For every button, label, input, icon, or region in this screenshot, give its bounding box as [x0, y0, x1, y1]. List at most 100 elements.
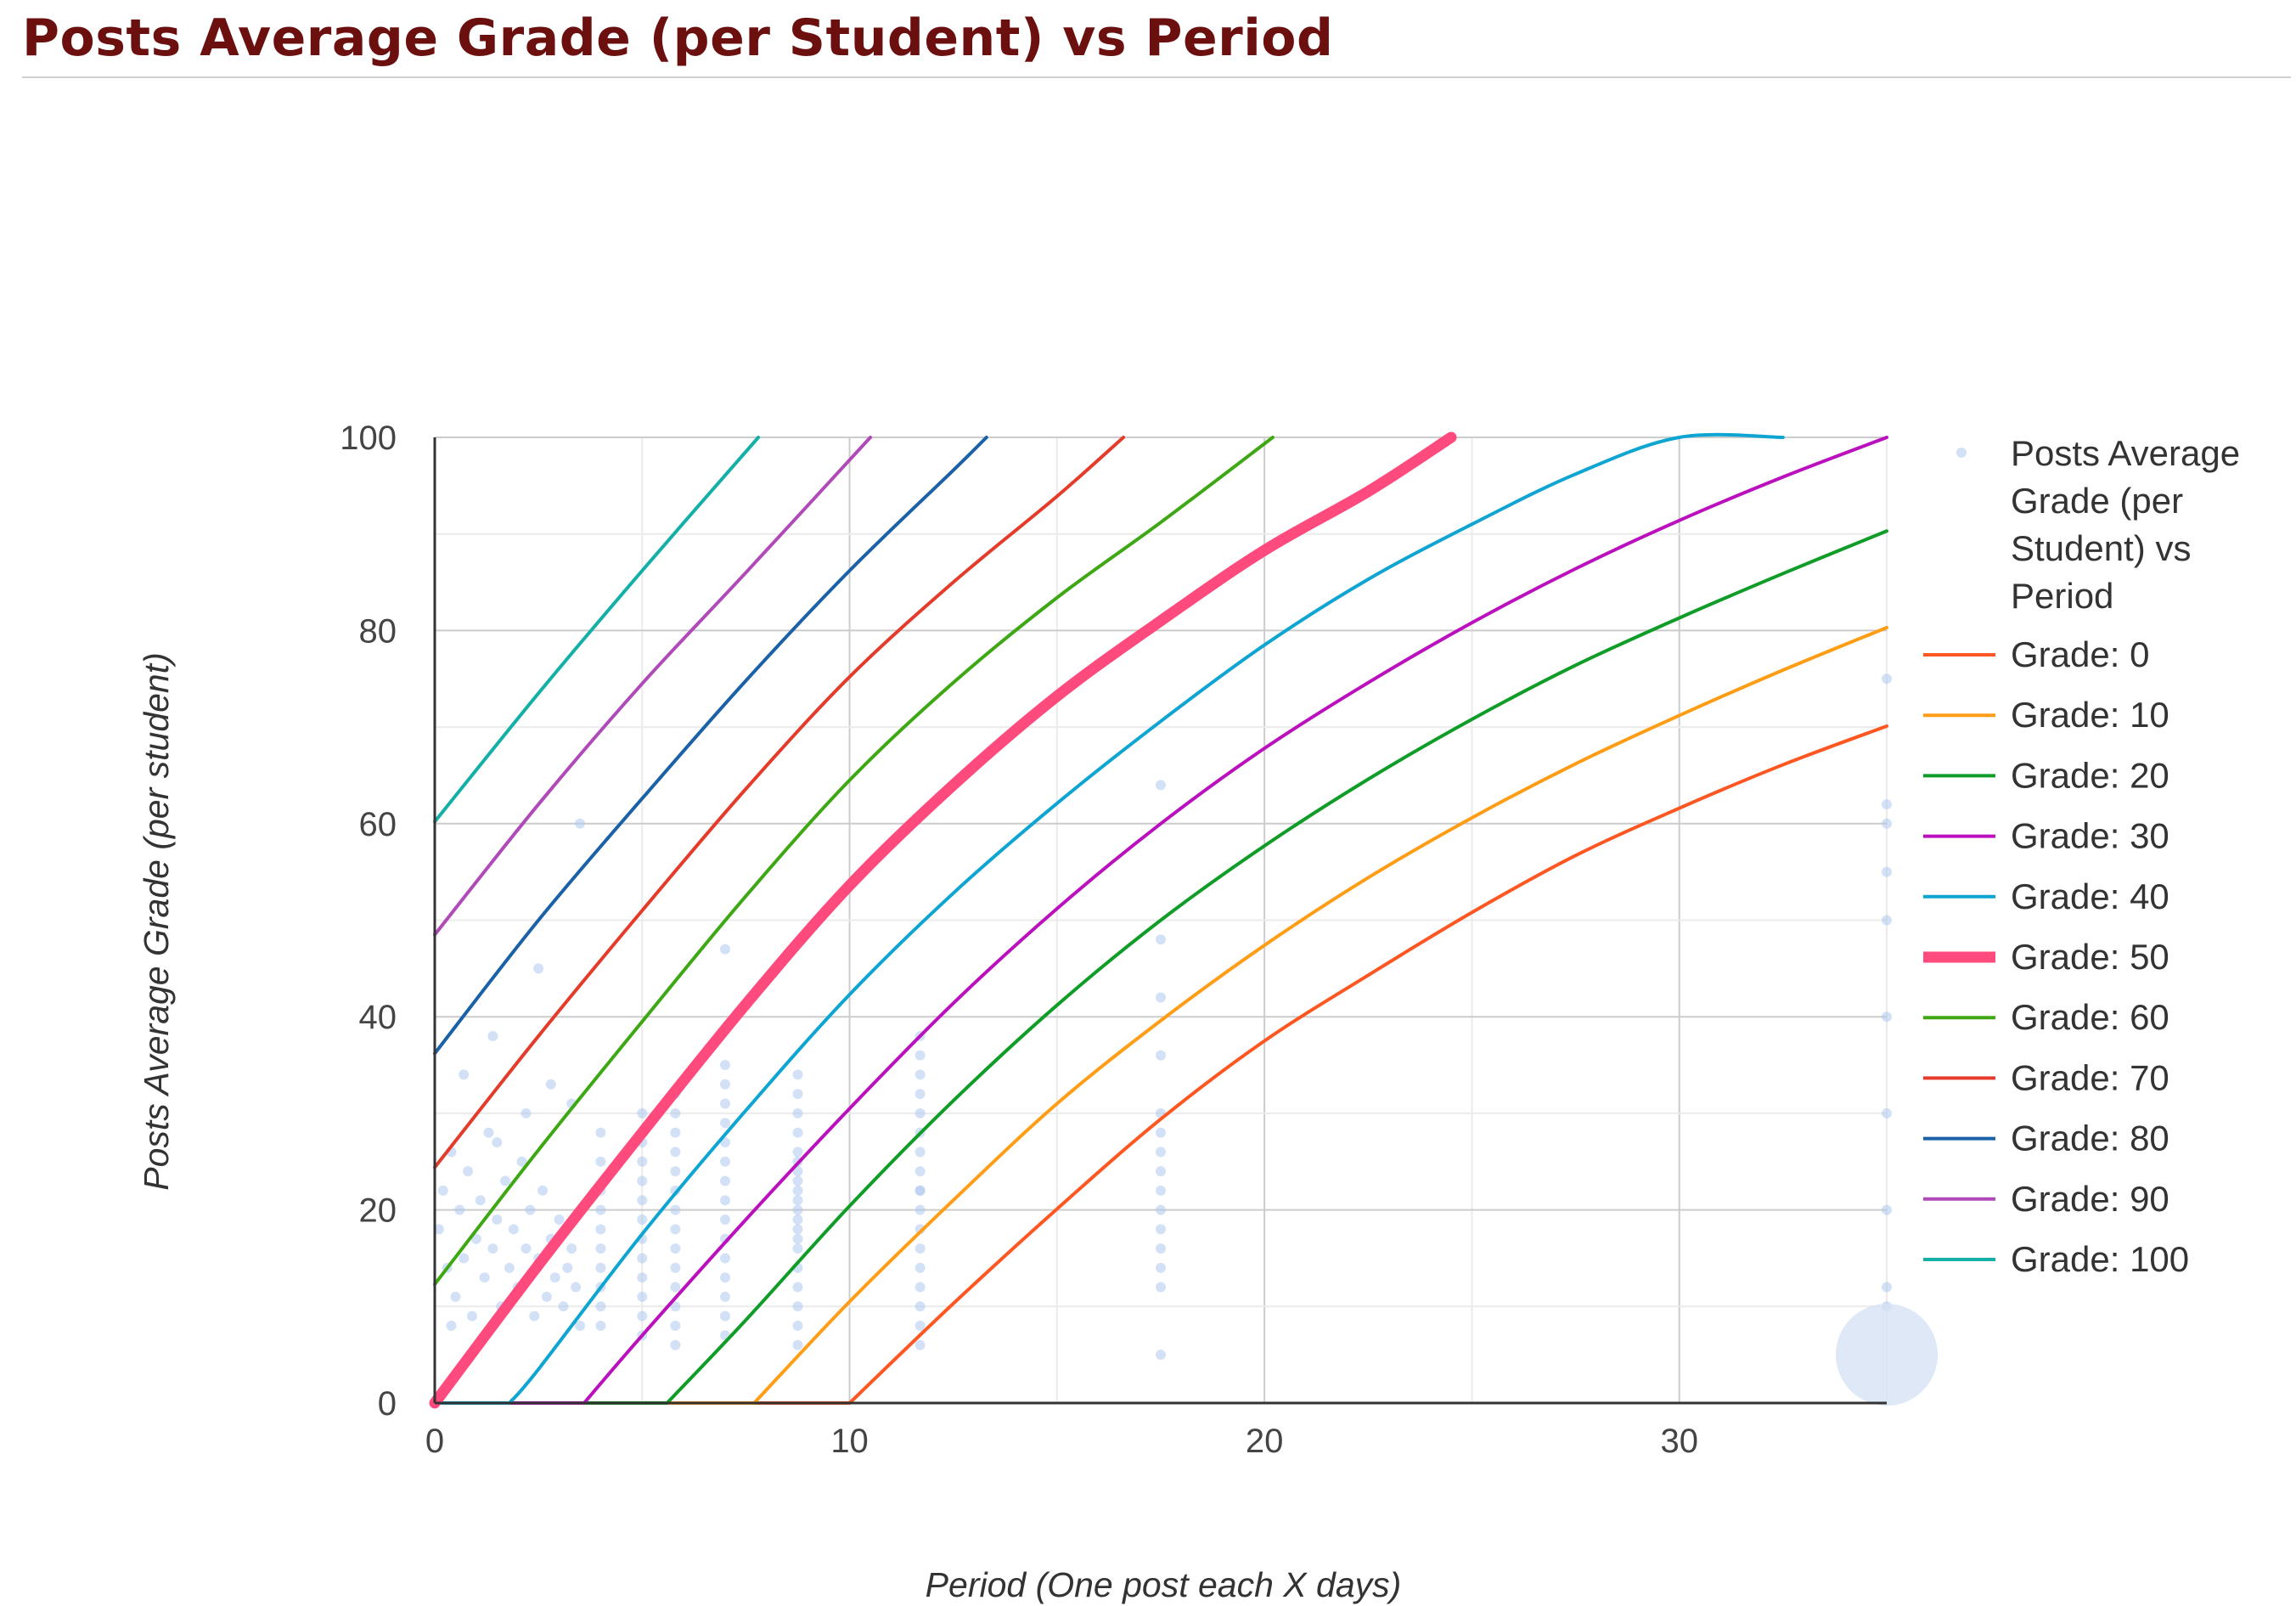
- scatter-point: [595, 1321, 606, 1332]
- scatter-point: [637, 1310, 648, 1321]
- legend-scatter-marker: [1956, 448, 1967, 458]
- scatter-point: [541, 1291, 552, 1302]
- scatter-point: [479, 1272, 490, 1283]
- scatter-point: [1882, 818, 1892, 829]
- page-title: Posts Average Grade (per Student) vs Per…: [22, 8, 1334, 68]
- scatter-point: [720, 1060, 730, 1071]
- scatter-point: [792, 1069, 803, 1080]
- scatter-point: [1882, 1204, 1892, 1215]
- scatter-point: [545, 1079, 556, 1090]
- scatter-point: [1156, 1185, 1166, 1196]
- scatter-point: [637, 1291, 648, 1302]
- series-line: [752, 625, 1888, 1405]
- scatter-point: [914, 1069, 926, 1080]
- scatter-point: [529, 1310, 540, 1321]
- legend-label: Grade: 70: [2011, 1057, 2169, 1097]
- x-tick-label: 30: [1660, 1423, 1698, 1460]
- scatter-point: [558, 1301, 569, 1312]
- series-line: [433, 436, 988, 1056]
- y-tick-label: 0: [378, 1385, 397, 1423]
- legend-label: Grade: 30: [2011, 816, 2169, 856]
- series-line: [433, 436, 872, 937]
- scatter-point: [792, 1166, 803, 1177]
- scatter-point: [500, 1175, 511, 1186]
- scatter-point: [1882, 866, 1892, 877]
- scatter-point: [575, 818, 585, 829]
- scatter-point: [720, 1291, 730, 1302]
- legend-label: Grade: 0: [2011, 634, 2149, 674]
- legend-label-line: Grade (per: [2011, 481, 2183, 521]
- scatter-point: [914, 1107, 926, 1119]
- scatter-point: [792, 1127, 803, 1138]
- scatter-point: [720, 1175, 730, 1186]
- tick-labels: 0 10 20 30 0 20 40 60 80 100: [340, 420, 1698, 1460]
- scatter-point: [670, 1243, 681, 1254]
- scatter-point: [720, 1310, 730, 1321]
- scatter-point: [1156, 1166, 1166, 1177]
- scatter-point: [487, 1030, 498, 1041]
- scatter-point: [792, 1224, 803, 1235]
- scatter-point: [533, 963, 544, 974]
- scatter-point: [492, 1214, 503, 1225]
- scatter-point: [792, 1185, 803, 1196]
- scatter-point: [450, 1291, 461, 1302]
- scatter-point: [595, 1224, 606, 1235]
- scatter-point: [549, 1272, 560, 1283]
- scatter-point: [466, 1310, 477, 1321]
- legend-label-scatter: Posts Average Grade (per Student) vs Period: [2011, 433, 2240, 616]
- scatter-point: [1156, 992, 1166, 1003]
- series-line: [429, 431, 1457, 1409]
- scatter-point: [792, 1282, 803, 1293]
- y-tick-label: 80: [359, 612, 397, 650]
- scatter-point: [1156, 1350, 1166, 1361]
- scatter-point: [720, 1195, 730, 1206]
- legend-label: Grade: 20: [2011, 755, 2169, 795]
- scatter-point: [792, 1107, 803, 1119]
- scatter-point: [670, 1282, 681, 1293]
- scatter-point: [914, 1262, 926, 1273]
- scatter-point: [1882, 915, 1892, 926]
- legend-label: Grade: 40: [2011, 876, 2169, 916]
- scatter-point: [914, 1147, 926, 1158]
- scatter-point: [670, 1127, 681, 1138]
- legend: Posts Average Grade (per Student) vs Period…: [1923, 433, 2240, 1279]
- scatter-point: [1882, 1282, 1892, 1293]
- scatter-point: [670, 1321, 681, 1332]
- series-line: [433, 436, 1275, 1287]
- scatter-point: [1882, 1107, 1892, 1119]
- scatter-point: [637, 1195, 648, 1206]
- scatter-point: [792, 1195, 803, 1206]
- y-axis-title: Posts Average Grade (per student): [137, 652, 176, 1191]
- scatter-point: [720, 1098, 730, 1109]
- scatter-point: [720, 1253, 730, 1264]
- scatter-point: [1156, 1147, 1166, 1158]
- scatter-point: [792, 1243, 803, 1254]
- series-line: [665, 529, 1888, 1405]
- scatter-point: [595, 1243, 606, 1254]
- series-line: [847, 724, 1888, 1405]
- scatter-point: [595, 1156, 606, 1167]
- scatter-point: [595, 1127, 606, 1138]
- series-line: [433, 436, 1126, 1169]
- series-line: [507, 432, 1785, 1405]
- legend-label-line: Student) vs: [2011, 528, 2191, 568]
- y-tick-label: 40: [359, 999, 397, 1036]
- scatter-point: [670, 1224, 681, 1235]
- scatter-point: [914, 1050, 926, 1061]
- scatter-point: [1882, 1011, 1892, 1023]
- scatter-point: [571, 1282, 582, 1293]
- scatter-point: [792, 1339, 803, 1350]
- scatter-point: [504, 1262, 515, 1273]
- scatter-point: [1156, 934, 1166, 945]
- scatter-point: [720, 1272, 730, 1283]
- scatter-point: [914, 1185, 926, 1196]
- scatter-point: [1156, 1050, 1166, 1061]
- scatter-point: [595, 1301, 606, 1312]
- legend-label: Grade: 10: [2011, 695, 2169, 735]
- scatter-point: [670, 1339, 681, 1350]
- series-line: [433, 436, 761, 824]
- legend-label: Grade: 90: [2011, 1179, 2169, 1219]
- scatter-point: [670, 1262, 681, 1273]
- x-tick-label: 10: [830, 1423, 869, 1460]
- scatter-point: [670, 1204, 681, 1215]
